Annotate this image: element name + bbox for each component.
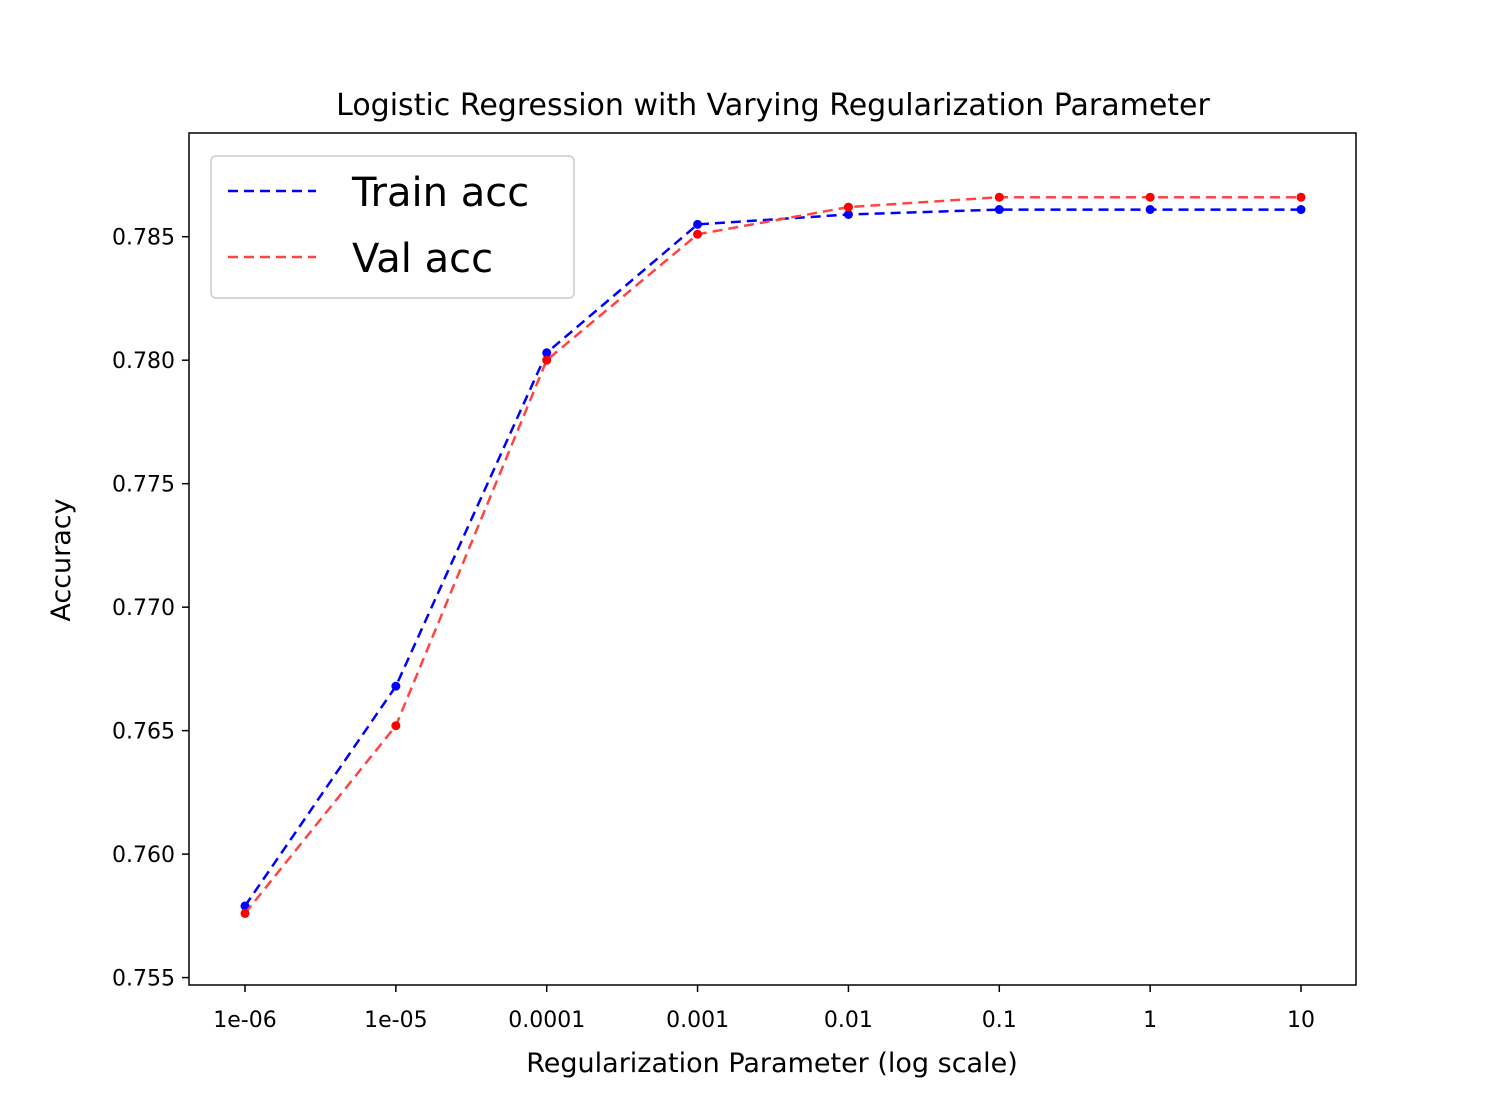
legend-label-train-acc: Train acc (351, 170, 529, 216)
y-tick-label: 0.780 (112, 349, 175, 374)
x-tick-label: 10 (1287, 1008, 1315, 1033)
plot-area-frame (188, 132, 1357, 986)
data-point-train-acc (240, 901, 250, 911)
data-point-train-acc (1296, 205, 1306, 215)
x-tick-label: 1e-06 (213, 1008, 276, 1033)
data-point-val-acc (994, 192, 1004, 202)
y-axis: 0.755 0.760 0.765 0.770 0.775 0.780 0.785 (112, 226, 189, 992)
y-tick-label: 0.775 (112, 473, 175, 498)
y-tick-label: 0.785 (112, 226, 175, 251)
data-point-val-acc (391, 721, 401, 731)
x-tick-label: 1 (1143, 1008, 1157, 1033)
data-point-val-acc (1145, 192, 1155, 202)
y-tick-label: 0.760 (112, 843, 175, 868)
data-point-train-acc (843, 209, 853, 219)
data-point-val-acc (843, 202, 853, 212)
y-axis-label: Accuracy (46, 498, 77, 621)
x-axis-label: Regularization Parameter (log scale) (526, 1048, 1018, 1079)
series-layer (240, 192, 1306, 918)
x-tick-label: 0.001 (666, 1008, 729, 1033)
y-tick-label: 0.765 (112, 720, 175, 745)
chart-title: Logistic Regression with Varying Regular… (336, 88, 1210, 123)
data-point-val-acc (542, 355, 552, 365)
data-point-train-acc (994, 205, 1004, 215)
data-point-train-acc (1145, 205, 1155, 215)
data-point-val-acc (693, 229, 703, 239)
x-tick-label: 0.0001 (508, 1008, 585, 1033)
x-tick-label: 0.01 (824, 1008, 873, 1033)
series-line-val-acc (244, 195, 1301, 915)
x-tick-label: 1e-05 (364, 1008, 427, 1033)
y-tick-label: 0.770 (112, 596, 175, 621)
data-point-train-acc (542, 348, 552, 358)
legend-label-val-acc: Val acc (352, 236, 493, 282)
data-point-val-acc (1296, 192, 1306, 202)
y-tick-label: 0.755 (112, 967, 175, 992)
legend: Train acc Val acc (210, 155, 575, 299)
data-point-train-acc (693, 219, 703, 229)
series-line-train-acc (243, 208, 1301, 907)
data-point-val-acc (240, 908, 250, 918)
data-point-train-acc (391, 681, 401, 691)
x-axis: 1e-06 1e-05 0.0001 0.001 0.01 0.1 1 10 (213, 985, 1315, 1033)
x-tick-label: 0.1 (982, 1008, 1017, 1033)
